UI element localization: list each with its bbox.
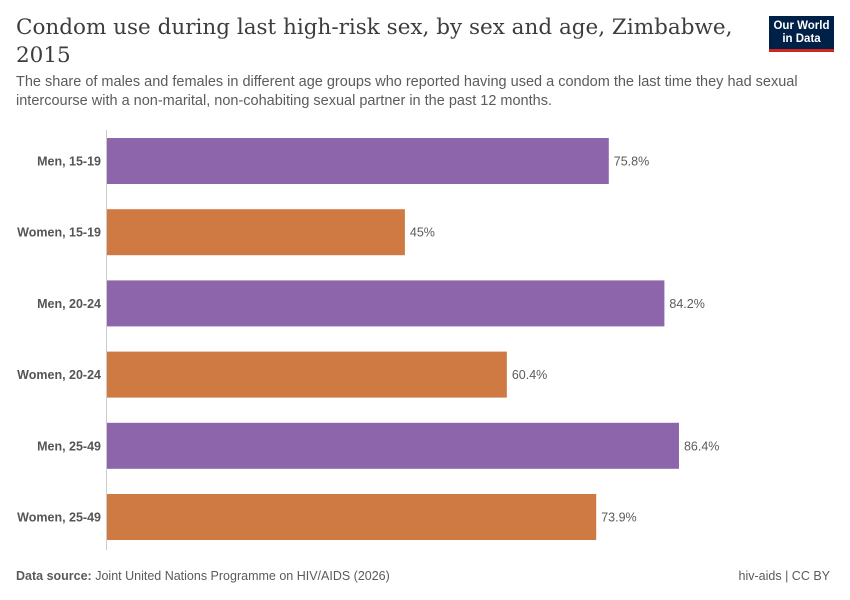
data-source-label: Data source: xyxy=(16,569,92,583)
bar-value-label: 84.2% xyxy=(669,297,704,311)
owid-logo[interactable]: Our World in Data xyxy=(769,16,834,52)
category-label: Men, 20-24 xyxy=(37,297,101,311)
category-label: Men, 15-19 xyxy=(37,155,101,169)
bar-value-label: 75.8% xyxy=(614,155,649,169)
bar-value-label: 60.4% xyxy=(512,368,547,382)
chart-title: Condom use during last high-risk sex, by… xyxy=(16,15,733,68)
bar-value-label: 86.4% xyxy=(684,439,719,453)
footer-topic-license[interactable]: hiv-aids | CC BY xyxy=(738,569,830,583)
bar[interactable] xyxy=(107,209,405,256)
bar[interactable] xyxy=(107,138,609,184)
category-label: Women, 25-49 xyxy=(17,511,101,525)
bar-value-label: 45% xyxy=(410,226,435,240)
data-source: Data source: Joint United Nations Progra… xyxy=(16,569,390,583)
bars-group: Men, 15-19 75.8% Women, 15-19 45% Men, 20-24… xyxy=(17,138,719,540)
bar[interactable] xyxy=(107,280,665,327)
category-label: Men, 25-49 xyxy=(37,439,101,453)
category-label: Women, 15-19 xyxy=(17,226,101,240)
data-source-text[interactable]: Joint United Nations Programme on HIV/AI… xyxy=(95,569,390,583)
bar[interactable] xyxy=(107,494,597,540)
bar[interactable] xyxy=(107,351,507,398)
logo-line-1: Our World xyxy=(773,20,830,32)
chart-subtitle: The share of males and females in differ… xyxy=(16,74,798,109)
logo-line-2: in Data xyxy=(782,33,821,45)
category-label: Women, 20-24 xyxy=(17,368,101,382)
bar-value-label: 73.9% xyxy=(601,511,636,525)
bar[interactable] xyxy=(107,422,679,469)
